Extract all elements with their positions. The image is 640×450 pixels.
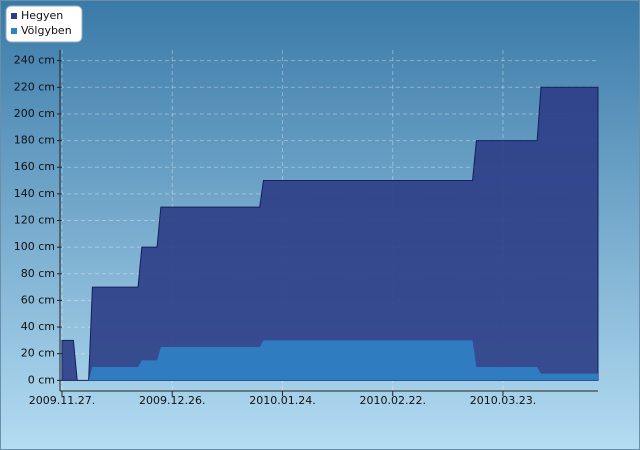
x-tick-label: 2010.03.23. <box>470 394 536 407</box>
y-tick-label: 160 cm <box>14 160 55 173</box>
y-tick-label: 220 cm <box>14 80 55 93</box>
legend: Hegyen Völgyben <box>5 5 83 43</box>
y-tick-label: 0 cm <box>28 373 55 386</box>
x-tick-label: 2009.12.26. <box>139 394 205 407</box>
x-tick-label: 2010.01.24. <box>249 394 315 407</box>
y-tick-label: 40 cm <box>21 320 55 333</box>
legend-swatch <box>11 13 17 19</box>
y-tick-label: 60 cm <box>21 293 55 306</box>
area <box>61 86 599 381</box>
legend-box <box>5 5 83 43</box>
x-tick-label: 2010.02.22. <box>359 394 425 407</box>
x-tick-label: 2009.11.27. <box>29 394 95 407</box>
legend-swatch <box>11 28 17 34</box>
legend-label: Völgyben <box>21 24 72 37</box>
y-tick-label: 200 cm <box>14 107 55 120</box>
legend-label: Hegyen <box>21 9 63 22</box>
y-tick-label: 120 cm <box>14 214 55 227</box>
y-tick-label: 180 cm <box>14 134 55 147</box>
y-tick-label: 140 cm <box>14 187 55 200</box>
area <box>62 340 598 381</box>
y-tick-label: 100 cm <box>14 240 55 253</box>
y-tick-label: 240 cm <box>14 54 55 67</box>
y-tick-label: 20 cm <box>21 347 55 360</box>
y-tick-label: 80 cm <box>21 267 55 280</box>
